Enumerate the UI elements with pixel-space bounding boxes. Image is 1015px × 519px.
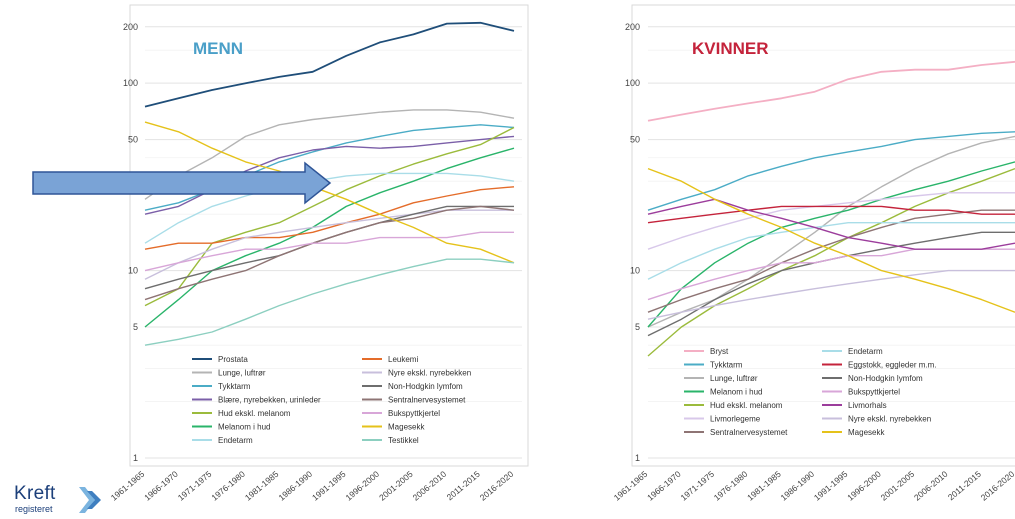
women-ytick-label: 100	[625, 78, 640, 88]
women-series-line-4	[647, 161, 1015, 328]
men-chart-frame	[129, 4, 529, 467]
men-legend-label: Sentralnervesystemet	[388, 396, 466, 405]
men-xtick-label: 1981-1985	[243, 469, 281, 503]
men-series-line-2	[144, 109, 515, 200]
arrow-annotation	[32, 161, 332, 205]
men-legend-label: Bukspyttkjertel	[388, 409, 440, 418]
women-series-line-12	[647, 198, 1015, 250]
men-xtick-label: 2001-2005	[377, 469, 415, 503]
women-xtick-label: 1986-1990	[779, 469, 817, 503]
men-xtick-label: 2016-2020	[478, 469, 516, 503]
kreftregisteret-logo: Kreft registeret	[14, 483, 104, 517]
women-chart-title: KVINNER	[692, 39, 769, 58]
women-series-line-2	[647, 131, 1015, 211]
men-ytick-label: 50	[128, 135, 138, 145]
women-xtick-label: 1966-1970	[645, 469, 683, 503]
women-legend-label: Nyre ekskl. nyrebekken	[848, 415, 931, 424]
arrow-shape	[32, 161, 332, 205]
men-legend-label: Endetarm	[218, 436, 253, 445]
women-legend-label: Non-Hodgkin lymfom	[848, 374, 923, 383]
women-ytick-label: 50	[630, 135, 640, 145]
women-xtick-label: 2011-2015	[946, 469, 983, 503]
women-series-line-6	[647, 192, 1015, 250]
men-legend-label: Testikkel	[388, 436, 419, 445]
women-legend-label: Melanom i hud	[710, 388, 762, 397]
women-xtick-label: 2001-2005	[879, 469, 917, 503]
men-ytick-label: 200	[123, 22, 138, 32]
women-chart-frame	[631, 4, 1015, 467]
men-series-line-12	[144, 231, 514, 272]
women-xtick-label: 1991-1995	[812, 469, 850, 503]
men-xtick-label: 1961-1965	[109, 469, 147, 503]
women-ytick-label: 1	[635, 453, 640, 463]
logo-chevron-icon	[79, 487, 101, 513]
women-xtick-label: 1996-2000	[845, 469, 883, 503]
women-series-line-3	[647, 135, 1015, 328]
men-xtick-label: 2011-2015	[445, 469, 482, 503]
women-series-line-14	[647, 167, 1015, 313]
men-legend-label: Prostata	[218, 355, 248, 364]
women-legend-label: Bryst	[710, 347, 729, 356]
women-legend-label: Endetarm	[848, 347, 883, 356]
men-legend-label: Melanom i hud	[218, 423, 270, 432]
men-ytick-label: 100	[123, 78, 138, 88]
women-series-line-8	[647, 221, 1015, 280]
women-series-line-5	[647, 167, 1015, 357]
men-xtick-label: 1991-1995	[310, 469, 348, 503]
men-legend-label: Lunge, luftrør	[218, 369, 266, 378]
men-series-line-13	[144, 121, 515, 264]
men-series-line-14	[144, 258, 515, 346]
men-legend-label: Magesekk	[388, 423, 425, 432]
women-legend-label: Lunge, luftrør	[710, 374, 758, 383]
women-legend-label: Livmorhals	[848, 401, 887, 410]
women-xtick-label: 1961-1965	[612, 469, 650, 503]
men-xtick-label: 1996-2000	[344, 469, 382, 503]
men-legend-label: Nyre ekskl. nyrebekken	[388, 369, 471, 378]
men-series-line-6	[144, 147, 515, 328]
women-xtick-label: 2016-2020	[979, 469, 1015, 503]
women-series-line-13	[647, 269, 1015, 320]
men-legend-label: Tykktarm	[218, 382, 251, 391]
logo-sub: registeret	[15, 504, 53, 514]
men-series-line-11	[144, 205, 515, 301]
women-legend-label: Livmorlegeme	[710, 415, 761, 424]
men-chart-title: MENN	[193, 39, 243, 58]
men-legend-label: Blære, nyrebekken, urinleder	[218, 396, 321, 405]
men-xtick-label: 2006-2010	[411, 469, 449, 503]
men-xtick-label: 1966-1970	[142, 469, 180, 503]
women-legend-label: Magesekk	[848, 428, 885, 437]
men-legend-label: Leukemi	[388, 355, 418, 364]
men-series-line-8	[144, 186, 515, 250]
women-xtick-label: 1971-1975	[678, 469, 716, 503]
men-legend-label: Non-Hodgkin lymfom	[388, 382, 463, 391]
men-xtick-label: 1976-1980	[209, 469, 247, 503]
men-legend-label: Hud ekskl. melanom	[218, 409, 291, 418]
logo-name: Kreft	[14, 483, 56, 504]
women-ytick-label: 200	[625, 22, 640, 32]
women-legend-label: Eggstokk, eggleder m.m.	[848, 361, 936, 370]
women-legend-label: Sentralnervesystemet	[710, 428, 788, 437]
men-xtick-label: 1971-1975	[176, 469, 214, 503]
women-series-line-7	[647, 209, 1015, 313]
men-xtick-label: 1986-1990	[276, 469, 314, 503]
women-series-line-1	[647, 60, 1015, 122]
women-ytick-label: 10	[630, 266, 640, 276]
men-ytick-label: 10	[128, 266, 138, 276]
women-ytick-label: 5	[635, 322, 640, 332]
men-series-line-7	[144, 172, 515, 244]
women-legend-label: Bukspyttkjertel	[848, 388, 900, 397]
men-series-line-1	[144, 21, 515, 108]
men-ytick-label: 5	[133, 322, 138, 332]
women-xtick-label: 1981-1985	[745, 469, 783, 503]
women-xtick-label: 1976-1980	[712, 469, 750, 503]
women-series-line-9	[647, 205, 1015, 224]
women-xtick-label: 2006-2010	[912, 469, 950, 503]
men-ytick-label: 1	[133, 453, 138, 463]
women-legend-label: Tykktarm	[710, 361, 743, 370]
women-legend-label: Hud ekskl. melanom	[710, 401, 783, 410]
